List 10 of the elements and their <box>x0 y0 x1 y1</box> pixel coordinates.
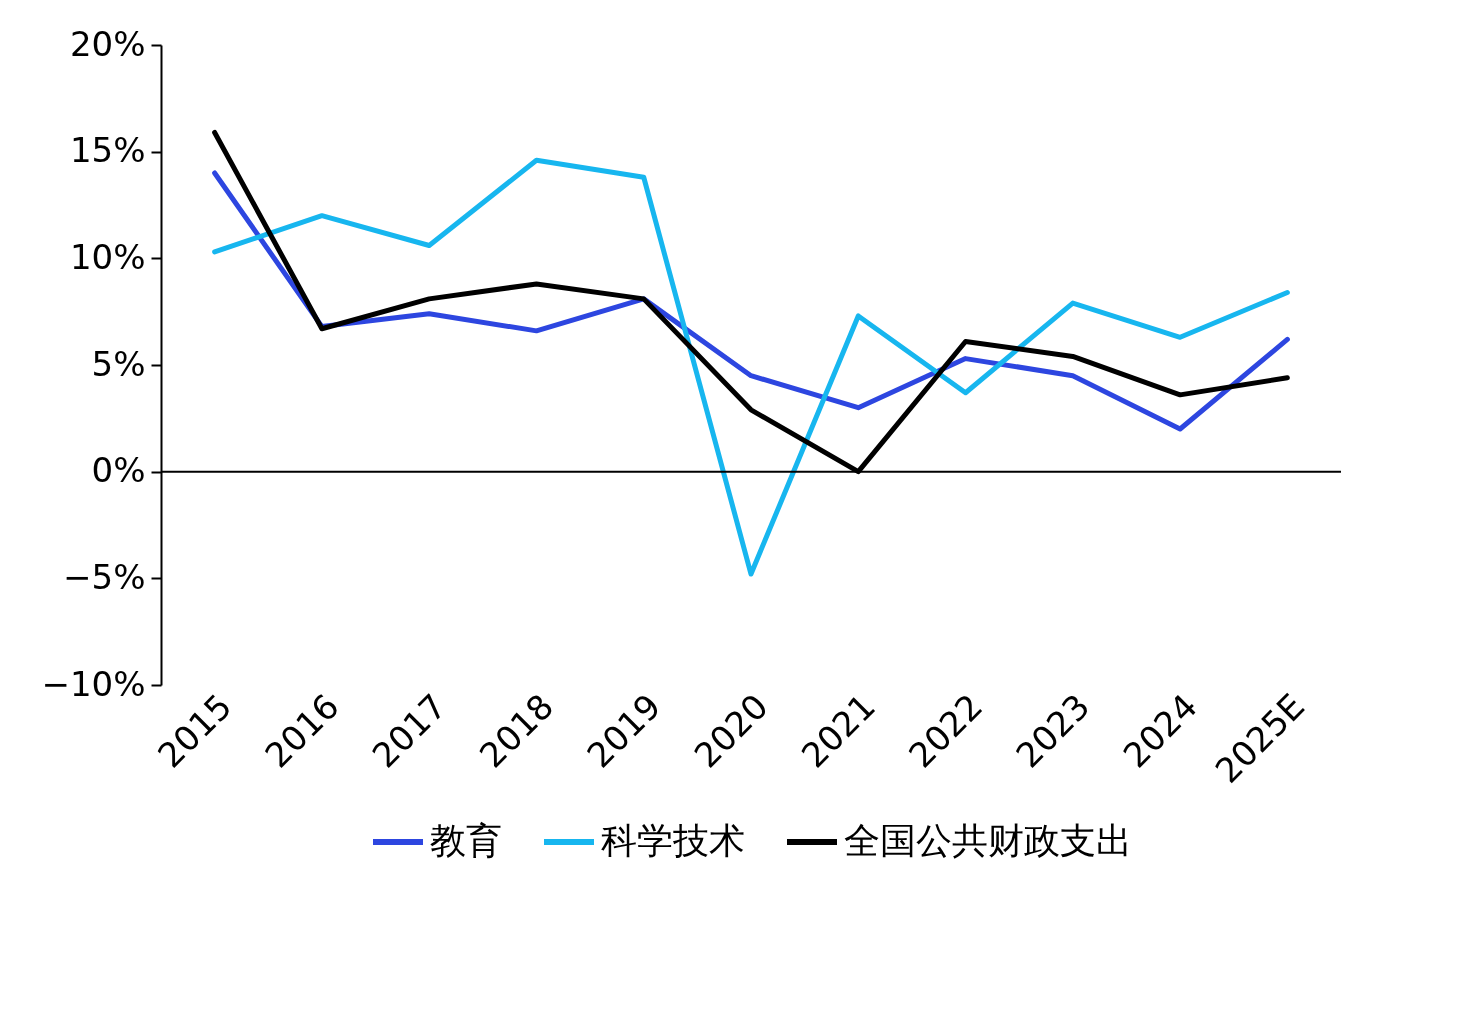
y-tick-label: 0% <box>91 450 146 491</box>
y-tick-label: 5% <box>91 343 146 384</box>
y-tick-label: −10% <box>41 663 146 704</box>
y-tick-label: 10% <box>69 236 146 277</box>
legend-label: 全国公共财政支出 <box>844 820 1132 861</box>
legend-label: 教育 <box>430 820 502 861</box>
y-tick-label: −5% <box>63 556 146 597</box>
legend-label: 科学技术 <box>601 820 745 861</box>
y-tick-label: 20% <box>69 23 146 64</box>
y-tick-label: 15% <box>69 130 146 171</box>
